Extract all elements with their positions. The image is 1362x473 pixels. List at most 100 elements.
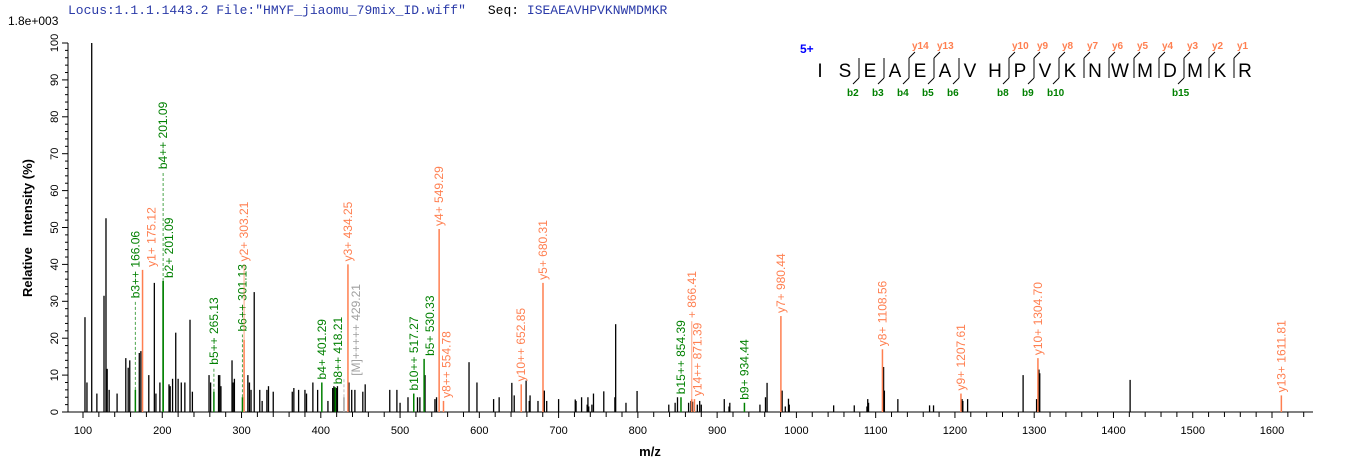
- x-tick-label: 800: [629, 425, 647, 437]
- ion-label: y10++ 652.85: [514, 308, 528, 382]
- y-ion-tick: [1083, 51, 1091, 59]
- seq-value: ISEAEAVHPVKNWMDMKR: [526, 3, 668, 18]
- x-tick-label: 700: [549, 425, 567, 437]
- x-tick-label: 300: [232, 425, 250, 437]
- ion-label: b10++ 517.27: [407, 316, 421, 390]
- b-ion-tick: [1002, 77, 1010, 85]
- y-tick-label: 20: [49, 332, 61, 344]
- ion-label: b5++ 265.13: [207, 297, 221, 365]
- y-ion-mark: y1: [1237, 41, 1249, 52]
- sequence-letter: N: [1088, 61, 1102, 82]
- sequence-letter: V: [964, 61, 977, 82]
- y-ion-tick: [1108, 51, 1116, 59]
- sequence-letter: M: [1187, 61, 1203, 82]
- y-ion-mark: y2: [1212, 41, 1224, 52]
- y-ion-mark: y6: [1112, 41, 1124, 52]
- sequence-letter: K: [1064, 61, 1077, 82]
- charge-state: 5+: [800, 42, 814, 56]
- y-ion-mark: y5: [1137, 41, 1149, 52]
- y-ion-tick: [1008, 51, 1016, 59]
- y-ion-tick: [933, 51, 941, 59]
- ion-label: y3+ 434.25: [341, 201, 355, 261]
- locus-file-text: Locus:1.1.1.1443.2 File:"HMYF_jiaomu_79m…: [68, 3, 466, 18]
- b-ion-mark: b4: [897, 88, 909, 99]
- ion-label: y14++ 871.39: [690, 322, 704, 396]
- x-tick-label: 1100: [864, 425, 888, 437]
- b-ion-tick: [927, 77, 935, 85]
- y-ion-mark: y9: [1037, 41, 1049, 52]
- b-ion-mark: b2: [847, 88, 859, 99]
- sequence-letter: R: [1238, 61, 1252, 82]
- y-tick-label: 0: [49, 409, 61, 415]
- sequence-letter: P: [1014, 61, 1027, 82]
- y-tick-label: 30: [49, 295, 61, 307]
- intensity-scale-label: 1.8e+003: [8, 14, 59, 28]
- sequence-letter: H: [988, 61, 1002, 82]
- ion-label: b4++ 201.09: [156, 101, 170, 169]
- ion-label: y5+ 680.31: [536, 220, 550, 280]
- x-tick-label: 100: [74, 425, 92, 437]
- x-tick-label: 1500: [1180, 425, 1204, 437]
- ion-label: b15++ 854.39: [674, 320, 688, 394]
- b-ion-mark: b10: [1047, 88, 1065, 99]
- y-tick-label: 100: [49, 34, 61, 52]
- b-ion-mark: b8: [997, 88, 1009, 99]
- ion-label: b4+ 401.29: [315, 319, 329, 380]
- ion-label: y7+ 980.44: [774, 253, 788, 313]
- y-tick-label: 80: [49, 111, 61, 123]
- sequence-letter: A: [889, 61, 902, 82]
- sequence-letter: E: [914, 61, 927, 82]
- y-tick-label: 70: [49, 148, 61, 160]
- ion-label: b6++ 301.13: [235, 264, 249, 332]
- y-ion-tick: [908, 51, 916, 59]
- sequence-letter: S: [839, 61, 852, 82]
- b-ion-tick: [1177, 77, 1185, 85]
- sequence-letter: A: [939, 61, 952, 82]
- x-axis-title: m/z: [639, 444, 661, 459]
- b-ion-mark: b6: [947, 88, 959, 99]
- y-tick-label: 40: [49, 258, 61, 270]
- x-tick-label: 400: [312, 425, 330, 437]
- x-tick-label: 1300: [1022, 425, 1046, 437]
- sequence-letter: K: [1214, 61, 1227, 82]
- ion-label: y2+ 303.21: [237, 201, 251, 261]
- ion-label: b5+ 530.33: [423, 295, 437, 356]
- y-ion-tick: [1233, 51, 1241, 59]
- y-tick-label: 10: [49, 369, 61, 381]
- ion-label: b8++ 418.21: [331, 317, 345, 385]
- x-tick-label: 900: [708, 425, 726, 437]
- ion-label: y8+ 1108.56: [875, 280, 889, 346]
- ion-label: b2+ 201.09: [162, 217, 176, 278]
- ion-label: [M]+++++ 429.21: [349, 284, 363, 376]
- y-ion-tick: [1208, 51, 1216, 59]
- ion-label: y4+ 549.29: [432, 166, 446, 226]
- b-ion-mark: b15: [1172, 88, 1190, 99]
- b-ion-tick: [1027, 77, 1035, 85]
- ion-label: b9+ 934.44: [737, 339, 751, 400]
- y-ion-tick: [1133, 51, 1141, 59]
- x-tick-label: 1600: [1260, 425, 1284, 437]
- y-ion-mark: y13: [937, 41, 954, 52]
- y-tick-label: 60: [49, 184, 61, 196]
- sequence-letter: I: [817, 61, 822, 82]
- y-tick-label: 50: [49, 221, 61, 233]
- b-ion-mark: b3: [872, 88, 884, 99]
- annotations: b3++ 166.06 y1+ 175.12 b2+ 201.09 b4++ 201.…: [128, 101, 1288, 412]
- x-tick-label: 1400: [1101, 425, 1125, 437]
- sequence-letter: M: [1137, 61, 1153, 82]
- ion-label: y8++ 554.78: [439, 331, 453, 398]
- b-ion-tick: [877, 77, 885, 85]
- y-ion-tick: [1058, 51, 1066, 59]
- ion-label: + 866.41: [685, 271, 699, 318]
- y-ion-mark: y7: [1087, 41, 1099, 52]
- y-ion-mark: y14: [912, 41, 929, 52]
- x-tick-label: 1200: [943, 425, 967, 437]
- seq-key: Seq:: [487, 3, 520, 18]
- sequence-letter: E: [864, 61, 877, 82]
- x-tick-label: 600: [470, 425, 488, 437]
- sequence-letter: V: [1039, 61, 1052, 82]
- b-ion-mark: b9: [1022, 88, 1034, 99]
- y-ion-mark: y8: [1062, 41, 1074, 52]
